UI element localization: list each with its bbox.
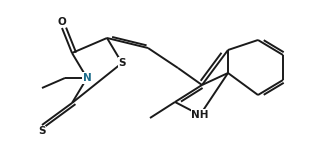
Text: O: O <box>58 17 67 27</box>
Text: S: S <box>38 126 46 136</box>
Text: NH: NH <box>191 110 209 120</box>
Text: S: S <box>118 58 126 68</box>
Text: N: N <box>82 73 91 83</box>
